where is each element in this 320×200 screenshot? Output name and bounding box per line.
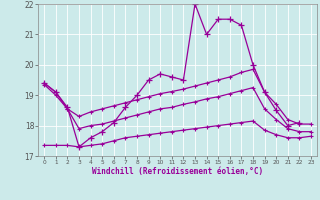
X-axis label: Windchill (Refroidissement éolien,°C): Windchill (Refroidissement éolien,°C) <box>92 167 263 176</box>
